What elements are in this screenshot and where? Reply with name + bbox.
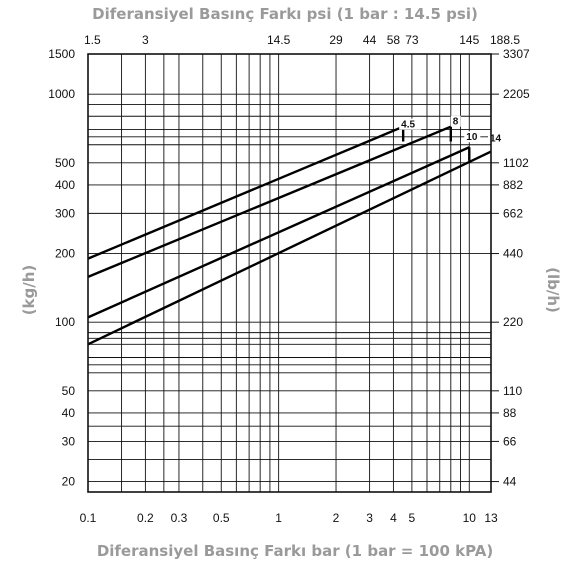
x-tick-label-top: 14.5 xyxy=(267,33,291,47)
y-tick-label-right: 882 xyxy=(503,178,523,192)
x-tick-label-bottom: 0.2 xyxy=(137,511,154,525)
x-tick-label-bottom: 0.3 xyxy=(171,511,188,525)
y-tick-label-left: 40 xyxy=(62,406,76,420)
series-label-bg xyxy=(488,132,504,144)
tick-labels: 0.1 0.2 0.3 0.5 1 2 3 4 5 10 131.5 3 14.5 29 44 58 73 145… xyxy=(48,33,530,525)
y-tick-label-left: 200 xyxy=(55,247,75,261)
x-tick-label-bottom: 2 xyxy=(333,511,340,525)
y-tick-label-left: 100 xyxy=(55,315,75,329)
y-tick-label-right: 3307 xyxy=(503,47,530,61)
series-line-8 xyxy=(87,125,452,278)
series-label-10: 10 xyxy=(466,132,478,143)
y-tick-label-left: 20 xyxy=(62,475,76,489)
y-axis-label-right: (lb/h) xyxy=(544,267,562,313)
y-tick-label-right: 88 xyxy=(503,406,517,420)
x-tick-label-top: 3 xyxy=(142,33,149,47)
series-label-bg xyxy=(450,115,461,127)
y-tick-label-left: 1000 xyxy=(48,87,75,101)
series-line-4.5 xyxy=(87,125,404,260)
x-tick-label-bottom: 1 xyxy=(275,511,282,525)
y-tick-label-right: 44 xyxy=(503,475,517,489)
y-tick-label-right: 1102 xyxy=(503,156,529,170)
series-line-10 xyxy=(87,146,470,319)
grid xyxy=(87,53,492,492)
series-lines: 4.5 8 10 14 xyxy=(87,115,504,346)
x-tick-label-top: 1.5 xyxy=(84,33,101,47)
series-label-4.5: 4.5 xyxy=(401,120,415,131)
series-line-14 xyxy=(87,150,492,346)
y-tick-label-right: 662 xyxy=(503,206,523,220)
y-tick-label-left: 300 xyxy=(55,206,75,220)
series-label-bg xyxy=(399,118,422,130)
x-axis-label: Diferansiyel Basınç Farkı bar (1 bar = 1… xyxy=(97,542,493,560)
series-label-14: 14 xyxy=(490,134,502,145)
y-tick-label-left: 50 xyxy=(62,384,76,398)
x-tick-label-top: 44 xyxy=(363,33,377,47)
chart-title: Diferansiyel Basınç Farkı psi (1 bar : 1… xyxy=(92,5,478,23)
y-tick-label-right: 110 xyxy=(503,384,522,398)
y-tick-label-left: 30 xyxy=(62,434,76,448)
y-tick-label-left: 1500 xyxy=(48,47,75,61)
y-axis-label-left: (kg/h) xyxy=(20,265,38,316)
x-tick-label-bottom: 0.1 xyxy=(80,511,97,525)
x-tick-label-top: 73 xyxy=(405,33,419,47)
y-tick-label-left: 400 xyxy=(55,178,75,192)
y-tick-label-left: 500 xyxy=(55,156,75,170)
x-tick-label-top: 188.5 xyxy=(490,33,520,47)
x-tick-label-bottom: 13 xyxy=(484,511,498,525)
x-tick-label-bottom: 5 xyxy=(409,511,416,525)
y-tick-label-right: 2205 xyxy=(503,87,530,101)
x-tick-label-top: 58 xyxy=(387,33,401,47)
x-tick-label-bottom: 3 xyxy=(366,511,373,525)
series-label-8: 8 xyxy=(453,117,459,128)
x-tick-label-bottom: 4 xyxy=(390,511,397,525)
series-label-bg xyxy=(464,131,481,143)
x-tick-label-bottom: 10 xyxy=(463,511,477,525)
x-tick-label-top: 145 xyxy=(459,33,479,47)
plot-frame xyxy=(87,53,492,493)
x-tick-label-top: 29 xyxy=(329,33,343,47)
y-tick-label-right: 220 xyxy=(503,315,523,329)
y-tick-label-right: 440 xyxy=(503,247,523,261)
y-tick-label-right: 66 xyxy=(503,434,517,448)
x-tick-label-bottom: 0.5 xyxy=(213,511,230,525)
